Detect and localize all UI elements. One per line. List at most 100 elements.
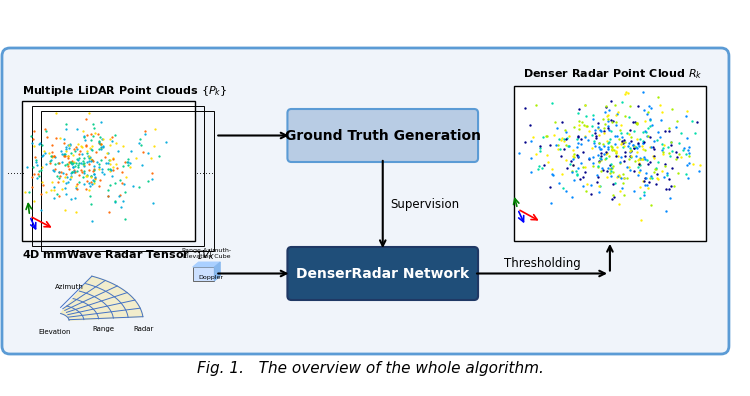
- Point: [656, 141, 668, 148]
- Point: [603, 127, 615, 133]
- Point: [561, 165, 573, 171]
- Point: [39, 149, 51, 156]
- Point: [668, 183, 680, 189]
- Point: [681, 135, 693, 141]
- Point: [535, 147, 547, 154]
- Point: [70, 209, 82, 215]
- Point: [61, 160, 73, 167]
- Point: [632, 172, 644, 178]
- Point: [607, 162, 619, 169]
- Point: [568, 154, 580, 160]
- Point: [86, 143, 98, 150]
- Point: [643, 109, 655, 115]
- Point: [611, 133, 623, 139]
- Point: [574, 176, 586, 182]
- Point: [73, 164, 85, 170]
- Point: [89, 130, 101, 136]
- Point: [102, 193, 114, 200]
- Point: [50, 135, 62, 141]
- Point: [604, 135, 616, 142]
- Point: [617, 143, 629, 149]
- Point: [83, 153, 95, 159]
- Point: [587, 112, 599, 118]
- Point: [636, 156, 648, 162]
- Point: [616, 99, 628, 105]
- Point: [616, 139, 628, 145]
- Point: [592, 140, 604, 146]
- Point: [682, 150, 694, 156]
- Point: [518, 139, 530, 145]
- Point: [100, 160, 112, 166]
- Point: [60, 121, 72, 127]
- Point: [639, 118, 651, 124]
- Point: [133, 140, 145, 147]
- Point: [670, 154, 682, 160]
- Point: [26, 133, 38, 139]
- Point: [48, 152, 60, 159]
- Point: [71, 156, 83, 162]
- Point: [592, 164, 604, 170]
- Point: [574, 160, 586, 166]
- Point: [137, 148, 149, 155]
- Point: [682, 175, 694, 181]
- Point: [659, 162, 671, 169]
- Text: Range-Azimuth-
Elevation Cube: Range-Azimuth- Elevation Cube: [182, 248, 232, 259]
- Point: [603, 107, 615, 113]
- Point: [623, 140, 635, 146]
- Point: [617, 192, 629, 199]
- Point: [620, 112, 632, 119]
- Point: [633, 160, 645, 167]
- Point: [68, 148, 80, 154]
- Point: [634, 195, 646, 202]
- Point: [532, 166, 544, 172]
- Point: [148, 143, 160, 149]
- Point: [679, 145, 691, 151]
- Point: [586, 163, 598, 169]
- Point: [32, 161, 44, 168]
- Point: [631, 120, 643, 126]
- Point: [650, 166, 662, 172]
- Point: [530, 151, 542, 158]
- Point: [160, 139, 172, 145]
- Point: [577, 164, 589, 170]
- Point: [60, 171, 72, 177]
- Point: [578, 122, 590, 128]
- Point: [33, 141, 45, 147]
- Point: [634, 143, 646, 149]
- Point: [27, 136, 39, 142]
- Point: [651, 175, 663, 181]
- Text: Thresholding: Thresholding: [504, 257, 580, 270]
- Point: [676, 130, 688, 136]
- Point: [645, 144, 657, 150]
- Point: [555, 137, 567, 144]
- Point: [587, 160, 599, 166]
- Point: [631, 121, 643, 127]
- Point: [552, 146, 564, 152]
- Point: [636, 143, 648, 149]
- Point: [628, 143, 640, 149]
- Text: Doppler: Doppler: [199, 276, 223, 280]
- Point: [96, 166, 108, 172]
- Point: [610, 112, 622, 118]
- Point: [64, 172, 76, 179]
- Point: [50, 110, 62, 116]
- Point: [638, 175, 650, 181]
- Point: [673, 151, 685, 157]
- Point: [597, 115, 609, 122]
- Point: [638, 189, 650, 196]
- Point: [583, 156, 595, 162]
- Point: [608, 118, 619, 124]
- Point: [681, 161, 693, 168]
- Point: [677, 147, 689, 153]
- Point: [153, 152, 165, 159]
- Point: [602, 123, 614, 129]
- Point: [48, 194, 60, 201]
- Point: [116, 180, 128, 187]
- Point: [86, 147, 98, 154]
- Point: [639, 128, 651, 134]
- Point: [625, 147, 637, 153]
- Point: [637, 89, 649, 95]
- Point: [53, 160, 64, 166]
- Point: [571, 136, 583, 142]
- Point: [77, 158, 89, 164]
